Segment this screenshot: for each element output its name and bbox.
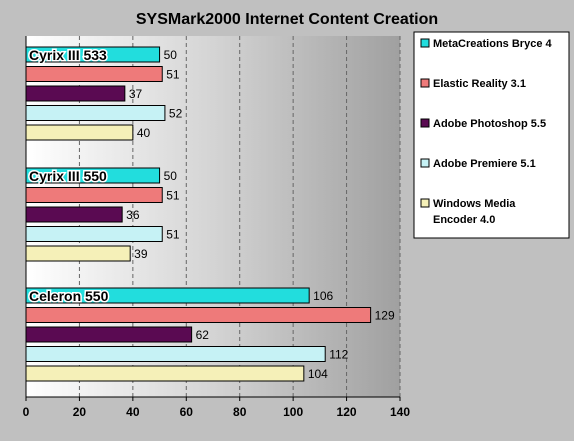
x-tick-label-80: 80 bbox=[233, 405, 247, 419]
bar-cyrix-iii-550-adobe-premiere-5-1 bbox=[25, 226, 163, 242]
x-tick-label-140: 140 bbox=[390, 405, 410, 419]
x-tick-label-60: 60 bbox=[180, 405, 194, 419]
bar-cyrix-iii-533-adobe-premiere-5-1 bbox=[25, 105, 166, 121]
x-tick-label-100: 100 bbox=[283, 405, 303, 419]
x-axis: 0 20 40 60 80 100 120 140 bbox=[23, 36, 410, 419]
value-label-cyrix-iii-550-metacreations-bryce-4: 50 bbox=[164, 169, 178, 183]
legend-swatch-elastic-reality-3-1 bbox=[420, 78, 430, 88]
value-label-celeron-550-metacreations-bryce-4: 106 bbox=[313, 289, 333, 303]
legend-label-adobe-photoshop-5-5: Adobe Photoshop 5.5 bbox=[433, 118, 546, 130]
value-label-celeron-550-elastic-reality-3-1: 129 bbox=[375, 309, 395, 323]
value-label-cyrix-iii-550-elastic-reality-3-1: 51 bbox=[166, 189, 180, 203]
legend-swatch-metacreations-bryce-4 bbox=[420, 38, 430, 48]
x-tick-label-0: 0 bbox=[23, 405, 30, 419]
bar-celeron-550-adobe-premiere-5-1 bbox=[25, 346, 326, 362]
legend-label-windows-media-encoder-4-0: Windows Media Encoder 4.0 bbox=[433, 198, 516, 226]
bars: 50 51 37 52 40 Cyrix III 533 50 51 36 51 39 Cyrix I… bbox=[25, 46, 395, 382]
legend-label-elastic-reality-3-1: Elastic Reality 3.1 bbox=[433, 78, 526, 90]
legend-swatch-adobe-photoshop-5-5 bbox=[420, 118, 430, 128]
value-label-celeron-550-adobe-premiere-5-1: 112 bbox=[329, 348, 348, 362]
bar-celeron-550-adobe-photoshop-5-5 bbox=[25, 326, 193, 343]
x-tick-label-40: 40 bbox=[126, 405, 140, 419]
chart-title: SYSMark2000 Internet Content Creation bbox=[136, 11, 438, 28]
value-label-celeron-550-windows-media-encoder-4-0: 104 bbox=[308, 367, 328, 381]
category-label-cyrix-iii-533: Cyrix III 533 bbox=[29, 47, 107, 63]
legend-label-metacreations-bryce-4: MetaCreations Bryce 4 bbox=[433, 38, 552, 50]
bar-cyrix-iii-533-adobe-photoshop-5-5 bbox=[25, 85, 126, 102]
value-label-cyrix-iii-533-elastic-reality-3-1: 51 bbox=[166, 68, 180, 82]
x-tick-label-120: 120 bbox=[337, 405, 357, 419]
bar-cyrix-iii-550-adobe-photoshop-5-5 bbox=[25, 206, 123, 223]
value-label-cyrix-iii-533-metacreations-bryce-4: 50 bbox=[164, 48, 178, 62]
value-label-celeron-550-adobe-photoshop-5-5: 62 bbox=[196, 328, 210, 342]
bar-cyrix-iii-533-windows-media-encoder-4-0 bbox=[25, 124, 134, 141]
bar-cyrix-iii-550-windows-media-encoder-4-0 bbox=[25, 245, 131, 262]
value-label-cyrix-iii-550-adobe-premiere-5-1: 51 bbox=[166, 228, 180, 242]
value-label-cyrix-iii-533-windows-media-encoder-4-0: 40 bbox=[137, 126, 151, 140]
value-label-cyrix-iii-533-adobe-photoshop-5-5: 37 bbox=[129, 87, 143, 101]
x-tick-label-20: 20 bbox=[73, 405, 87, 419]
value-label-cyrix-iii-550-adobe-photoshop-5-5: 36 bbox=[126, 208, 140, 222]
legend-box bbox=[413, 31, 570, 239]
bar-cyrix-iii-550-elastic-reality-3-1 bbox=[25, 187, 163, 203]
value-label-cyrix-iii-550-windows-media-encoder-4-0: 39 bbox=[134, 247, 148, 261]
legend-swatch-adobe-premiere-5-1 bbox=[420, 158, 430, 168]
legend: MetaCreations Bryce 4 Elastic Reality 3.1… bbox=[413, 31, 570, 239]
value-label-cyrix-iii-533-adobe-premiere-5-1: 52 bbox=[169, 107, 183, 121]
bar-celeron-550-elastic-reality-3-1 bbox=[25, 307, 372, 323]
legend-label-adobe-premiere-5-1: Adobe Premiere 5.1 bbox=[433, 158, 536, 170]
legend-swatch-windows-media-encoder-4-0 bbox=[420, 198, 430, 208]
category-label-celeron-550: Celeron 550 bbox=[29, 288, 109, 304]
bar-celeron-550-windows-media-encoder-4-0 bbox=[25, 365, 305, 382]
bar-cyrix-iii-533-elastic-reality-3-1 bbox=[25, 66, 163, 82]
category-label-cyrix-iii-550: Cyrix III 550 bbox=[29, 168, 107, 184]
